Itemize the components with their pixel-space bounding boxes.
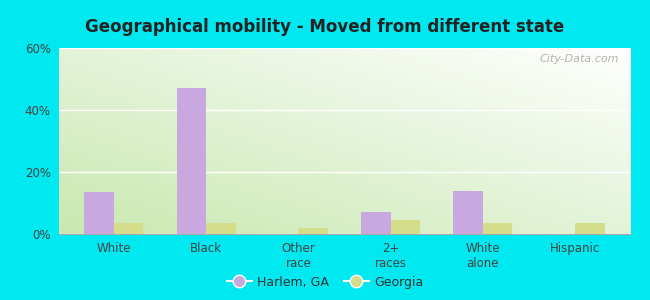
Bar <box>298 228 328 234</box>
Bar <box>206 223 236 234</box>
Bar <box>361 212 391 234</box>
Legend: Harlem, GA, Georgia: Harlem, GA, Georgia <box>222 271 428 294</box>
Bar <box>177 88 206 234</box>
Text: Geographical mobility - Moved from different state: Geographical mobility - Moved from diffe… <box>85 18 565 36</box>
Bar <box>84 192 114 234</box>
Bar <box>114 223 144 234</box>
Bar <box>453 190 483 234</box>
Bar <box>575 223 604 234</box>
Bar <box>483 223 512 234</box>
Bar <box>391 220 420 234</box>
Text: City-Data.com: City-Data.com <box>540 54 619 64</box>
